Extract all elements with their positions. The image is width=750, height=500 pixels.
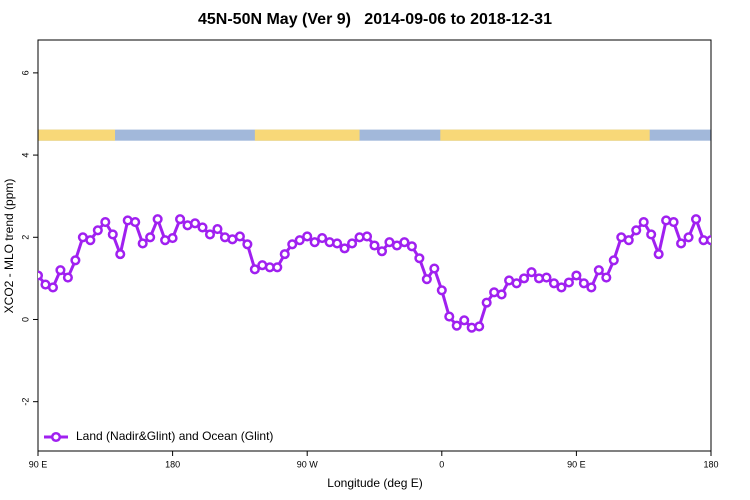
series-marker [406, 241, 417, 252]
series-marker [62, 272, 73, 283]
series-marker [369, 240, 380, 251]
x-tick-label: 0 [439, 459, 444, 469]
series-marker [197, 222, 208, 233]
series-marker [399, 237, 410, 248]
series-marker [421, 274, 432, 285]
y-tick-label: -2 [20, 398, 30, 406]
series-marker [436, 285, 447, 296]
series-marker [242, 239, 253, 250]
series-marker [47, 282, 59, 293]
series-marker [189, 218, 201, 229]
series-marker [690, 214, 702, 225]
legend-marker [50, 431, 62, 443]
legend-label: Land (Nadir&Glint) and Ocean (Glint) [76, 429, 273, 443]
series-marker [115, 249, 126, 260]
series-marker [92, 225, 103, 236]
x-tick-label: 90 E [29, 459, 48, 469]
series-marker [578, 278, 589, 289]
series-marker [38, 270, 44, 281]
series-marker [212, 224, 223, 235]
series-marker [70, 255, 81, 266]
series-marker [287, 239, 298, 250]
series-marker [496, 289, 507, 300]
series-marker [167, 233, 178, 244]
series-marker [541, 272, 552, 283]
series-marker [481, 297, 492, 308]
land-segment [440, 129, 650, 141]
ocean-strip [38, 129, 711, 141]
series-marker [309, 237, 320, 248]
x-tick-label: 90 E [567, 459, 586, 469]
y-tick-label: 2 [20, 235, 30, 240]
series-marker [511, 278, 522, 289]
y-tick-label: 4 [20, 153, 30, 158]
plot-area [38, 214, 711, 333]
series-marker [137, 238, 148, 249]
series-marker [347, 238, 358, 249]
series-marker [130, 217, 141, 228]
series-marker [272, 262, 283, 273]
series-marker [586, 282, 597, 293]
series-marker [631, 225, 642, 236]
series-marker [646, 229, 657, 240]
series-marker [676, 238, 687, 249]
plot-frame [37, 39, 712, 452]
series-marker [234, 231, 245, 242]
series-marker [601, 272, 612, 283]
series-marker [683, 232, 694, 243]
series-line [38, 215, 711, 330]
series-marker [563, 277, 574, 288]
series-marker [623, 235, 634, 246]
series-marker [459, 315, 470, 326]
series-marker [593, 265, 604, 276]
x-tick-label: 180 [165, 459, 180, 469]
y-tick-label: 6 [20, 70, 30, 75]
series-marker [444, 311, 455, 322]
series-marker [474, 321, 485, 332]
series-marker [302, 231, 313, 242]
series-marker [55, 265, 66, 276]
y-axis-label: XCO2 - MLO trend (ppm) [2, 179, 16, 314]
x-tick-label: 180 [703, 459, 718, 469]
series-marker [668, 217, 679, 228]
series-marker [653, 249, 664, 260]
y-tick-label: 0 [20, 317, 30, 322]
x-tick-label: 90 W [297, 459, 319, 469]
series-marker [204, 229, 216, 240]
series-marker [705, 235, 711, 246]
series-marker [152, 214, 163, 225]
land-segment [38, 129, 116, 141]
series-marker [556, 282, 567, 293]
series-marker [249, 264, 260, 275]
series-marker [571, 270, 582, 281]
series-marker [317, 233, 328, 244]
series-marker [339, 243, 350, 254]
series-marker [526, 267, 537, 278]
series-marker [145, 232, 156, 243]
series-marker [85, 235, 96, 246]
series-marker [332, 238, 343, 249]
series-marker [279, 249, 290, 260]
series-marker [548, 278, 560, 289]
x-axis-label: Longitude (deg E) [327, 476, 422, 490]
series-marker [608, 255, 619, 266]
series-marker [175, 214, 186, 225]
series-marker [100, 217, 111, 228]
series-marker [414, 253, 425, 264]
series-marker [638, 217, 649, 228]
series-marker [294, 235, 305, 246]
series-marker [429, 263, 440, 274]
land-segment [254, 129, 360, 141]
series-marker [107, 229, 118, 240]
series-marker [451, 320, 462, 331]
series-marker [376, 246, 388, 257]
chart-title: 45N-50N May (Ver 9) 2014-09-06 to 2018-1… [198, 11, 552, 28]
series-marker [361, 231, 373, 242]
series-marker [519, 273, 530, 284]
